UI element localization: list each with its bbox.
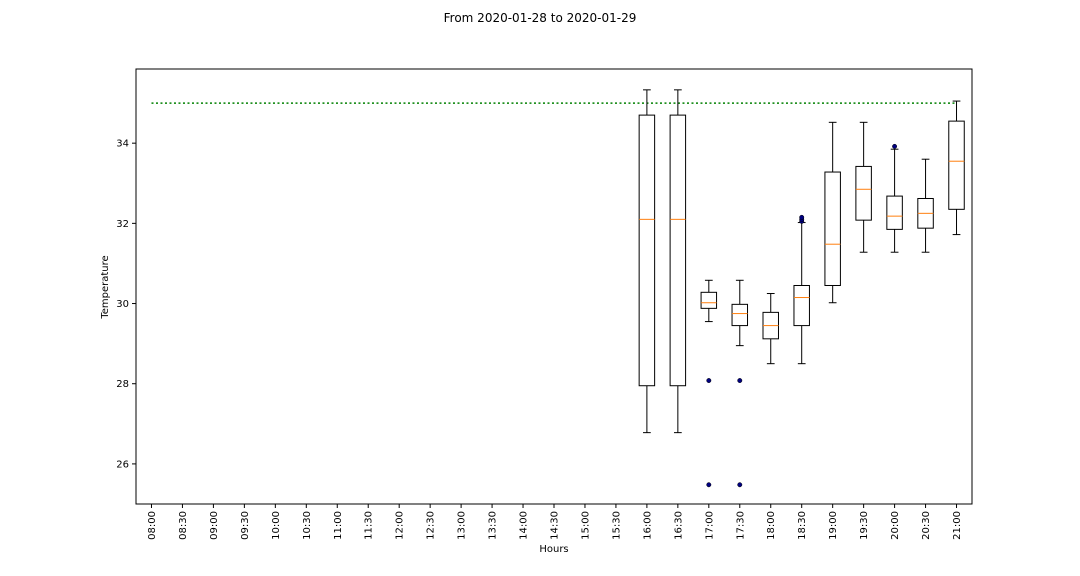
box-2100	[948, 100, 965, 236]
box-1930	[855, 121, 872, 253]
y-tick-label: 34	[116, 139, 129, 150]
x-tick-label: 09:00	[209, 511, 220, 540]
y-tick-label: 32	[116, 219, 129, 230]
box-1700	[700, 279, 718, 488]
x-tick-label: 17:30	[735, 511, 746, 540]
outlier-point	[799, 214, 805, 220]
plot-frame	[135, 68, 973, 505]
y-tick-label: 30	[116, 299, 129, 310]
box-body	[948, 120, 965, 210]
box-1830	[793, 214, 810, 365]
x-tick-label: 20:30	[921, 511, 932, 540]
x-tick-label: 10:30	[302, 511, 313, 540]
box-2030	[917, 158, 934, 253]
box-body	[824, 171, 841, 286]
box-body	[638, 114, 656, 387]
x-tick-label: 16:00	[642, 511, 653, 540]
box-1730	[731, 279, 749, 488]
y-tick-label: 26	[116, 459, 129, 470]
outlier-point	[706, 482, 712, 488]
x-tick-label: 16:30	[673, 511, 684, 540]
box-body	[793, 284, 810, 327]
x-tick-label: 21:00	[952, 511, 963, 540]
x-axis-label: Hours	[539, 544, 568, 555]
x-tick-label: 12:30	[426, 511, 437, 540]
x-tick-label: 14:00	[519, 511, 530, 540]
x-tick-label: 13:00	[457, 511, 468, 540]
outlier-point	[737, 482, 743, 488]
x-tick-label: 08:30	[178, 511, 189, 540]
x-tick-label: 18:00	[766, 511, 777, 540]
box-body	[731, 303, 749, 327]
x-tick-label: 10:00	[271, 511, 282, 540]
x-tick-label: 11:30	[364, 511, 375, 540]
box-1900	[824, 121, 841, 304]
y-tick-label: 28	[116, 379, 129, 390]
outlier-point	[706, 378, 712, 383]
box-body	[855, 165, 872, 221]
x-tick-label: 09:30	[240, 511, 251, 540]
chart-title: From 2020-01-28 to 2020-01-29	[444, 11, 637, 25]
box-2000	[886, 143, 903, 253]
x-tick-label: 12:00	[395, 511, 406, 540]
box-body	[669, 114, 687, 387]
x-tick-label: 08:00	[147, 511, 158, 540]
outlier-point	[892, 143, 898, 149]
y-axis-label: Temperature	[100, 255, 111, 319]
x-tick-label: 20:00	[890, 511, 901, 540]
x-tick-label: 15:00	[580, 511, 591, 540]
x-tick-label: 19:00	[828, 511, 839, 540]
y-axis: 26 28 30 32 34	[116, 139, 136, 470]
x-tick-label: 18:30	[797, 511, 808, 540]
x-tick-label: 11:00	[333, 511, 344, 540]
box-body	[886, 195, 903, 230]
boxes-layer	[638, 89, 965, 488]
x-tick-label: 15:30	[611, 511, 622, 540]
outlier-point	[737, 378, 743, 383]
box-body	[700, 291, 718, 309]
box-1630	[669, 89, 687, 434]
x-tick-label: 14:30	[550, 511, 561, 540]
x-tick-label: 13:30	[488, 511, 499, 540]
box-1600	[638, 89, 656, 434]
box-1800	[762, 293, 779, 365]
x-tick-label: 19:30	[859, 511, 870, 540]
x-axis: 08:00 08:30 09:00 09:30 10:00 10:30 11:00 11:30…	[147, 504, 963, 540]
x-tick-label: 17:00	[704, 511, 715, 540]
